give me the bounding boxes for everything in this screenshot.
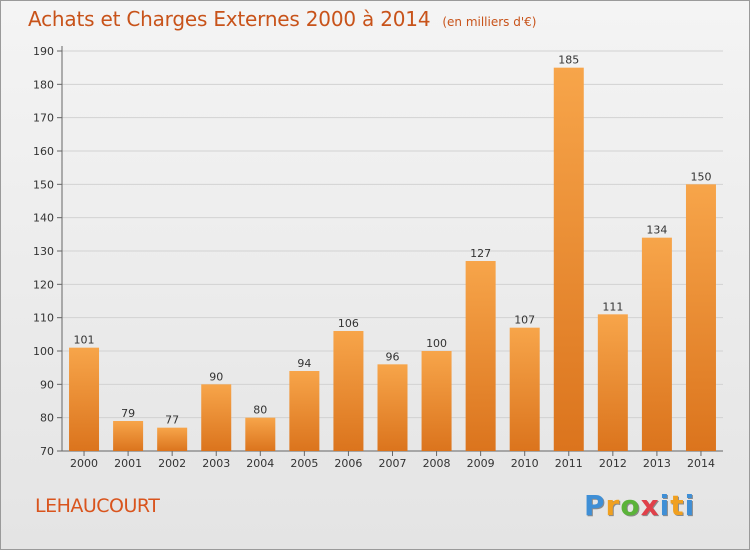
bar-2007 (377, 364, 408, 451)
x-tick-label: 2012 (599, 457, 627, 470)
x-tick-label: 2004 (246, 457, 274, 470)
bar-2012 (597, 314, 628, 451)
axes: 70 80 90 100 110 120 130 140 150 160 170 180 190 2000… (33, 45, 723, 470)
x-tick-label: 2014 (687, 457, 715, 470)
data-label-2014: 150 (690, 170, 711, 183)
x-tick-label: 2000 (70, 457, 98, 470)
x-tick-label: 2005 (290, 457, 318, 470)
x-tick-label: 2013 (643, 457, 671, 470)
data-label-2009: 127 (470, 247, 491, 260)
bar-2014 (685, 184, 716, 452)
y-tick-label: 100 (33, 345, 54, 358)
bar-2004 (245, 417, 276, 451)
data-label-2003: 90 (209, 370, 223, 383)
data-label-2013: 134 (646, 224, 667, 237)
y-tick-label: 110 (33, 312, 54, 325)
x-tick-label: 2006 (334, 457, 362, 470)
proxiti-logo[interactable]: Proxiti (584, 489, 696, 522)
y-tick-label: 70 (40, 445, 54, 458)
bar-2001 (113, 421, 144, 451)
bars (69, 67, 716, 452)
chart-title: Achats et Charges Externes 2000 à 2014 (e… (28, 7, 536, 31)
bar-2003 (201, 384, 232, 451)
x-tick-label: 2002 (158, 457, 186, 470)
x-tick-label: 2010 (511, 457, 539, 470)
data-label-2008: 100 (426, 337, 447, 350)
y-tick-label: 120 (33, 278, 54, 291)
data-label-2006: 106 (338, 317, 359, 330)
data-label-2002: 77 (165, 414, 179, 427)
data-label-2001: 79 (121, 407, 135, 420)
data-label-2007: 96 (386, 350, 400, 363)
x-tick-label: 2003 (202, 457, 230, 470)
y-tick-label: 140 (33, 212, 54, 225)
y-tick-label: 180 (33, 78, 54, 91)
bar-2000 (69, 347, 100, 451)
x-tick-label: 2008 (423, 457, 451, 470)
bar-2013 (641, 237, 672, 451)
y-tick-label: 160 (33, 145, 54, 158)
title-unit: (en milliers d'€) (442, 15, 537, 29)
data-label-2011: 185 (558, 54, 579, 67)
title-text: Achats et Charges Externes 2000 à 2014 (28, 7, 431, 31)
bar-2005 (289, 371, 320, 451)
bar-2006 (333, 331, 364, 451)
commune-name: LEHAUCOURT (35, 495, 160, 517)
x-tick-label: 2001 (114, 457, 142, 470)
y-tick-label: 90 (40, 378, 54, 391)
x-tick-label: 2009 (467, 457, 495, 470)
y-tick-label: 190 (33, 45, 54, 58)
y-tick-label: 80 (40, 412, 54, 425)
data-label-2004: 80 (253, 404, 267, 417)
bar-2011 (553, 67, 584, 452)
x-tick-label: 2007 (379, 457, 407, 470)
bar-2002 (157, 427, 188, 451)
bar-2010 (509, 327, 540, 451)
y-tick-label: 150 (33, 178, 54, 191)
data-label-2012: 111 (602, 300, 623, 313)
x-tick-label: 2011 (555, 457, 583, 470)
data-labels: 101 79 77 90 80 94 106 96 100 127 107 185 111 134 150 (74, 54, 712, 427)
bar-2008 (421, 351, 452, 451)
data-label-2010: 107 (514, 314, 535, 327)
data-label-2000: 101 (74, 334, 95, 347)
data-label-2005: 94 (297, 357, 311, 370)
y-tick-label: 170 (33, 112, 54, 125)
y-tick-label: 130 (33, 245, 54, 258)
bar-2009 (465, 261, 496, 451)
